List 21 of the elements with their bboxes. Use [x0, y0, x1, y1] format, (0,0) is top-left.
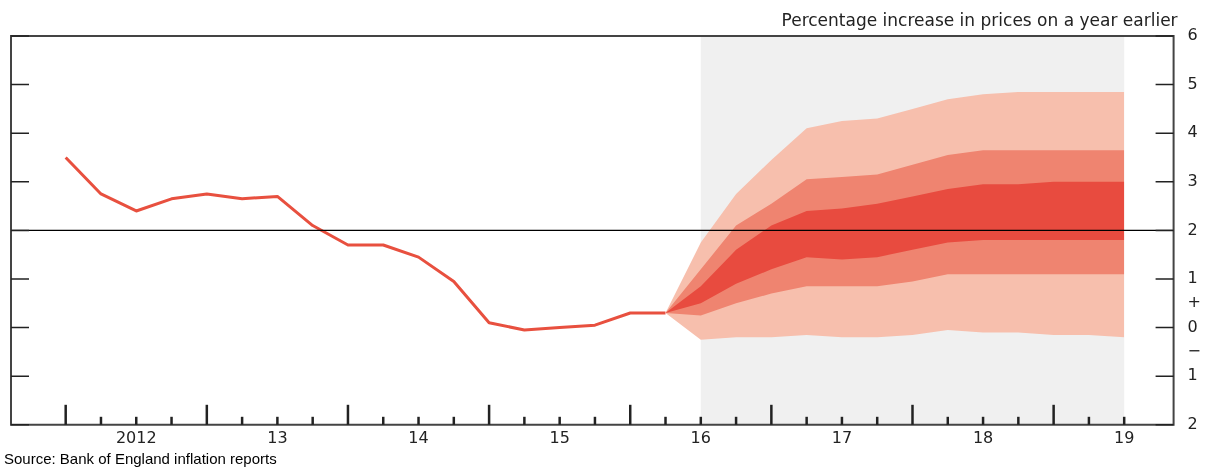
x-tick-label: 15 [549, 427, 570, 447]
y-tick-label: 6 [1187, 25, 1198, 45]
y-tick-label: 1 [1187, 365, 1198, 385]
x-tick-label: 19 [1114, 427, 1135, 447]
x-tick-label: 16 [690, 427, 711, 447]
y-tick-label: 1 [1187, 268, 1198, 288]
y-tick-label: + [1187, 292, 1201, 312]
x-tick-label: 2012 [115, 427, 157, 447]
y-tick-label: 2 [1187, 219, 1198, 239]
y-tick-label: 2 [1187, 413, 1198, 433]
x-tick-label: 14 [408, 427, 429, 447]
y-tick-label: 3 [1187, 170, 1198, 190]
y-tick-label: 5 [1187, 73, 1198, 93]
y-tick-label: 0 [1187, 316, 1198, 336]
x-tick-label: 18 [972, 427, 994, 447]
x-tick-label: 13 [267, 427, 288, 447]
y-tick-label: 4 [1187, 122, 1198, 142]
source-note: Source: Bank of England inflation reports [4, 449, 277, 467]
y-tick-label: − [1187, 341, 1201, 361]
x-tick-label: 17 [831, 427, 853, 447]
y-axis-title: Percentage increase in prices on a year earlier [781, 9, 1178, 30]
